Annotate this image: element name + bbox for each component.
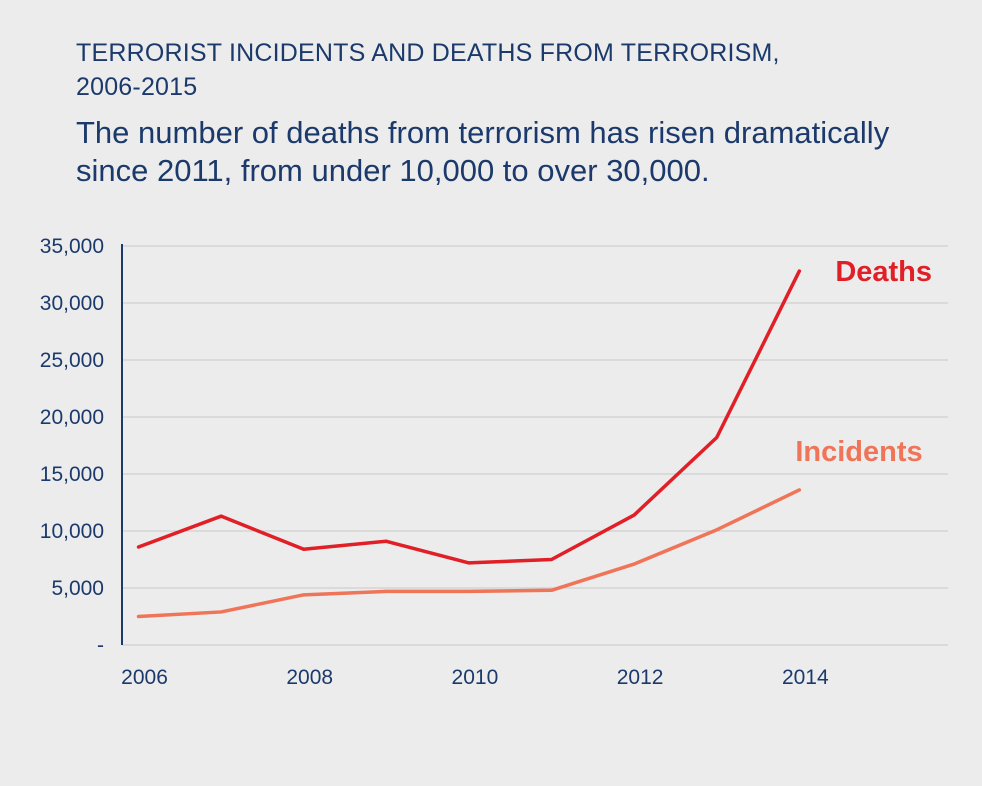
data-point-deaths — [632, 513, 636, 517]
y-tick-label: 5,000 — [51, 577, 104, 600]
data-point-deaths — [302, 547, 306, 551]
data-point-incidents — [797, 488, 801, 492]
data-point-incidents — [137, 615, 141, 618]
x-axis-ticks: 2006 2008 2010 2012 2014 — [121, 666, 829, 689]
y-tick-label: 10,000 — [40, 520, 104, 543]
data-point-deaths — [219, 514, 223, 518]
data-point-deaths — [137, 545, 141, 549]
chart-subtitle: The number of deaths from terrorism has … — [76, 114, 976, 190]
series-line-incidents — [136, 488, 802, 619]
data-point-incidents — [550, 588, 554, 592]
x-tick-label: 2012 — [617, 666, 664, 689]
chart-subtitle-line-2: since 2011, from under 10,000 to over 30… — [76, 153, 710, 188]
data-point-deaths — [384, 539, 388, 543]
series-label-deaths: Deaths — [835, 256, 932, 288]
chart-title: TERRORIST INCIDENTS AND DEATHS FROM TERR… — [76, 36, 956, 104]
data-point-deaths — [550, 558, 554, 561]
gridlines — [122, 245, 948, 646]
x-tick-label: 2006 — [121, 666, 168, 689]
data-point-incidents — [219, 610, 223, 614]
data-point-incidents — [384, 589, 388, 593]
data-point-incidents — [715, 528, 719, 532]
series-label-incidents: Incidents — [795, 436, 922, 468]
chart-subtitle-line-1: The number of deaths from terrorism has … — [76, 115, 890, 150]
data-point-deaths — [797, 269, 801, 273]
series-lines — [136, 269, 802, 619]
x-tick-label: 2014 — [782, 666, 829, 689]
y-axis-ticks: - 5,000 10,000 15,000 20,000 25,000 30,000 35,0… — [40, 235, 104, 657]
data-point-incidents — [467, 589, 471, 593]
y-tick-label: 15,000 — [40, 463, 104, 486]
y-tick-label: 20,000 — [40, 406, 104, 429]
series-labels: Deaths Incidents — [795, 256, 932, 468]
x-tick-label: 2010 — [452, 666, 499, 689]
x-tick-label: 2008 — [286, 666, 333, 689]
data-point-incidents — [632, 562, 636, 566]
data-point-deaths — [467, 561, 471, 565]
data-point-incidents — [302, 593, 306, 597]
chart-title-line-1: TERRORIST INCIDENTS AND DEATHS FROM TERR… — [76, 39, 780, 67]
y-tick-label: - — [97, 634, 104, 657]
y-tick-label: 30,000 — [40, 292, 104, 315]
data-point-deaths — [715, 436, 719, 440]
chart-title-line-2: 2006-2015 — [76, 73, 198, 101]
y-tick-label: 25,000 — [40, 349, 104, 372]
y-tick-label: 35,000 — [40, 235, 104, 258]
